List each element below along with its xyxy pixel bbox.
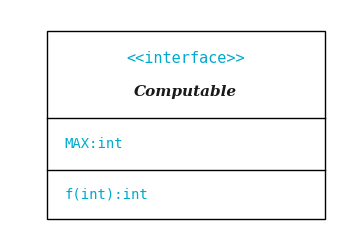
Text: MAX:int: MAX:int (65, 137, 123, 151)
Bar (47, 31, 325, 219)
Text: Computable: Computable (134, 85, 237, 99)
Text: <<interface>>: <<interface>> (127, 51, 245, 66)
Text: f(int):int: f(int):int (65, 188, 148, 202)
